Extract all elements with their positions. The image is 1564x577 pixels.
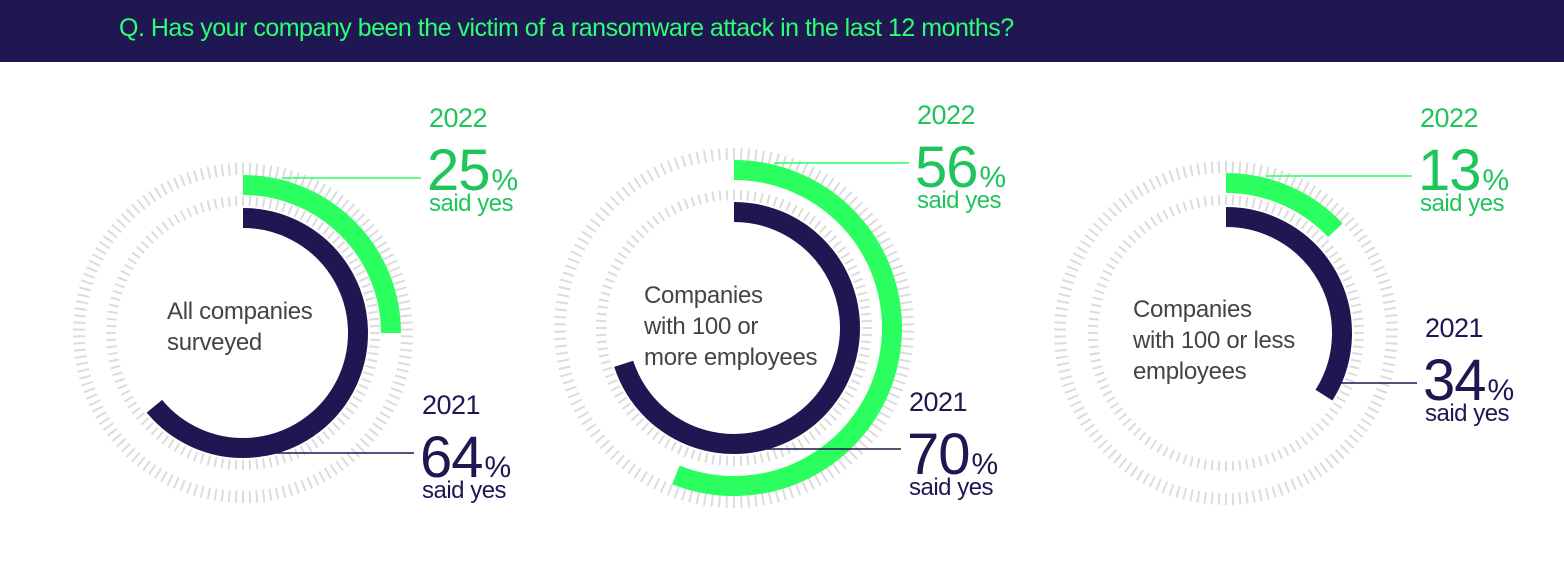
data-label: 34%	[1423, 348, 1514, 413]
label-2022: 2022 13%said yes	[1418, 103, 1510, 217]
arc-2022	[242, 175, 401, 334]
series-year: 2021	[1425, 313, 1483, 343]
tick-ring-1	[554, 148, 914, 508]
said-yes-label: said yes	[917, 187, 1002, 214]
arc-2022	[1225, 173, 1343, 238]
series-year: 2022	[1420, 103, 1478, 133]
tick-ring-1	[73, 163, 413, 503]
said-yes-label: said yes	[429, 190, 514, 217]
arc-2021	[1225, 207, 1352, 401]
radial-chart-3: Companies with 100 or less employees 2022 13…	[1054, 103, 1515, 505]
label-2022: 2022 56%said yes	[915, 100, 1007, 214]
arc-2021	[146, 208, 368, 458]
question-text: Q. Has your company been the victim of a…	[119, 14, 1014, 42]
label-2021: 2021 64%said yes	[420, 390, 512, 504]
data-label: 56%	[915, 135, 1006, 200]
tick-ring-2	[106, 196, 380, 470]
data-label: 13%	[1418, 138, 1509, 203]
tick-ring-2	[596, 190, 872, 466]
radial-chart-2: Companies with 100 or more employees 2022 56…	[554, 100, 1007, 508]
data-label: 70%	[907, 422, 998, 487]
label-2022: 2022 25%said yes	[427, 103, 519, 217]
arc-2021	[614, 202, 860, 454]
said-yes-label: said yes	[1420, 190, 1505, 217]
tick-ring-1	[1054, 161, 1398, 505]
said-yes-label: said yes	[909, 474, 994, 501]
arc-2022	[672, 160, 902, 496]
series-year: 2021	[909, 387, 967, 417]
data-label: 64%	[420, 425, 511, 490]
series-year: 2022	[429, 103, 487, 133]
said-yes-label: said yes	[1425, 400, 1510, 427]
chart-title: Companies with 100 or less employees	[1132, 296, 1295, 385]
series-year: 2022	[917, 100, 975, 130]
said-yes-label: said yes	[422, 477, 507, 504]
chart-title: All companies surveyed	[167, 298, 313, 356]
series-year: 2021	[422, 390, 480, 420]
label-2021: 2021 34%said yes	[1423, 313, 1515, 427]
question-banner: Q. Has your company been the victim of a…	[0, 0, 1564, 62]
tick-ring-2	[1088, 195, 1364, 471]
data-label: 25%	[427, 138, 518, 203]
chart-title: Companies with 100 or more employees	[643, 282, 818, 371]
label-2021: 2021 70%said yes	[907, 387, 999, 501]
